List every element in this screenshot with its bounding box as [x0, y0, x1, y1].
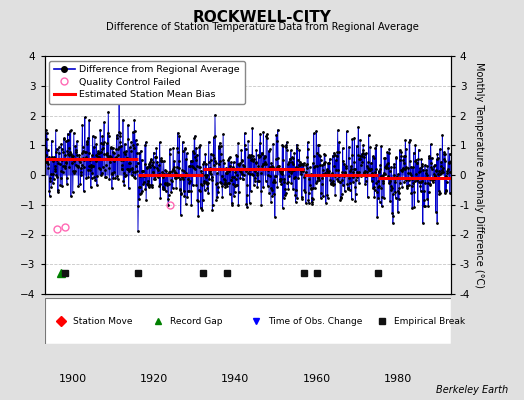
Text: ROCKWELL-CITY: ROCKWELL-CITY	[192, 10, 332, 25]
Legend: Difference from Regional Average, Quality Control Failed, Estimated Station Mean: Difference from Regional Average, Qualit…	[49, 61, 245, 104]
Text: Berkeley Earth: Berkeley Earth	[436, 385, 508, 395]
FancyBboxPatch shape	[45, 298, 451, 344]
Text: Station Move: Station Move	[73, 316, 133, 326]
Text: Difference of Station Temperature Data from Regional Average: Difference of Station Temperature Data f…	[105, 22, 419, 32]
Text: 1940: 1940	[221, 374, 249, 384]
Text: 1960: 1960	[302, 374, 331, 384]
Text: 1900: 1900	[59, 374, 87, 384]
Text: 1920: 1920	[140, 374, 168, 384]
Text: Time of Obs. Change: Time of Obs. Change	[268, 316, 362, 326]
Y-axis label: Monthly Temperature Anomaly Difference (°C): Monthly Temperature Anomaly Difference (…	[474, 62, 484, 288]
Text: Record Gap: Record Gap	[170, 316, 223, 326]
Text: Empirical Break: Empirical Break	[394, 316, 465, 326]
Text: 1980: 1980	[384, 374, 412, 384]
